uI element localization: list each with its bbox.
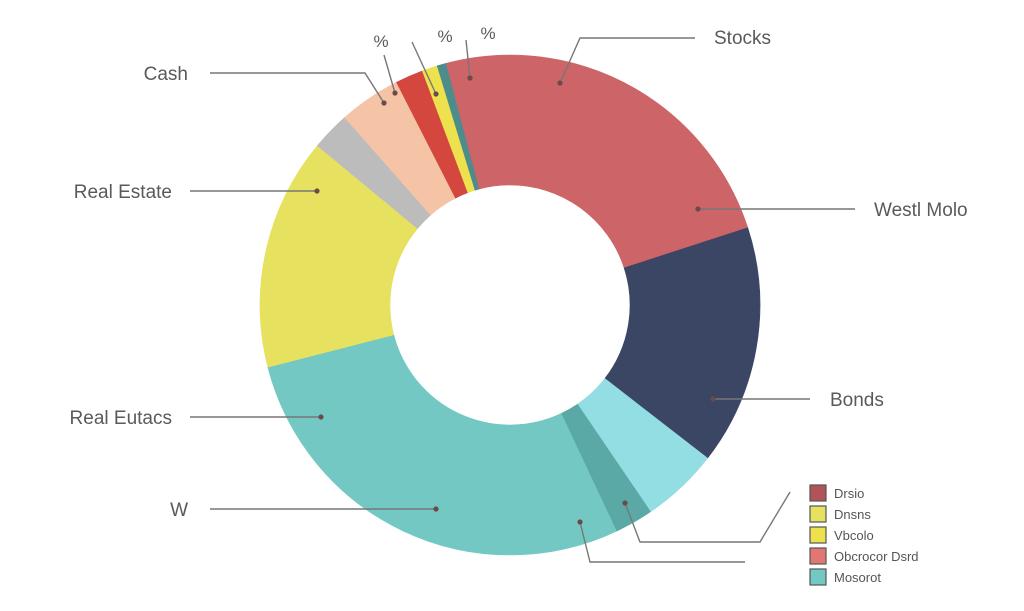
leader-anchor-dot [467, 75, 473, 81]
leader-anchor-dot [557, 80, 563, 86]
callout-label: % [437, 27, 452, 46]
legend-label: Vbcolo [834, 528, 874, 543]
legend-swatch [809, 526, 827, 544]
legend-swatch [809, 568, 827, 586]
leader-anchor-dot [314, 188, 320, 194]
leader-line [579, 521, 745, 563]
leader-line [624, 491, 791, 543]
leader-anchor-dot [710, 396, 716, 402]
slices-group [259, 54, 761, 556]
callout-label: Real Eutacs [70, 408, 172, 429]
leader-anchor-dot [577, 519, 583, 525]
leader-line [465, 39, 471, 79]
slice-stocks [509, 54, 749, 269]
leader-anchor-dot [695, 206, 701, 212]
legend-swatch [809, 505, 827, 523]
leader-anchor-dot [622, 500, 628, 506]
legend-label: Drsio [834, 486, 864, 501]
legend-label: Dnsns [834, 507, 871, 522]
leader-line [383, 54, 396, 94]
leader-anchor-dot [318, 414, 324, 420]
callout-label: W [170, 500, 188, 521]
legend-label: Mosorot [834, 570, 881, 585]
slice-bonds [604, 227, 761, 459]
callout-label: % [373, 32, 388, 51]
leader-anchor-dot [381, 100, 387, 106]
leader-line [559, 37, 695, 84]
callout-label: Stocks [714, 28, 771, 49]
callout-label: % [480, 24, 495, 43]
leader-anchor-dot [433, 506, 439, 512]
leader-line [411, 41, 437, 95]
legend-swatch [809, 484, 827, 502]
leader-anchor-dot [433, 91, 439, 97]
callout-label: Bonds [830, 390, 884, 411]
slice-segment-12 [445, 54, 511, 190]
legend-swatch [809, 547, 827, 565]
slice-segment-5 [267, 334, 617, 556]
legend-group: Drsio Dnsns Vbcolo Obcrocor Dsrd Mosorot [809, 484, 919, 586]
callout-label: Real Estate [74, 182, 172, 203]
legend-label: Obcrocor Dsrd [834, 549, 919, 564]
callouts-group: Stocks Westl Molo Bonds W Real Eutacs Real Es… [70, 24, 968, 563]
callout-label: Westl Molo [874, 200, 968, 221]
slice-real-estate [259, 145, 418, 368]
callout-label: Cash [144, 64, 188, 85]
leader-anchor-dot [392, 90, 398, 96]
leader-line [210, 72, 385, 104]
